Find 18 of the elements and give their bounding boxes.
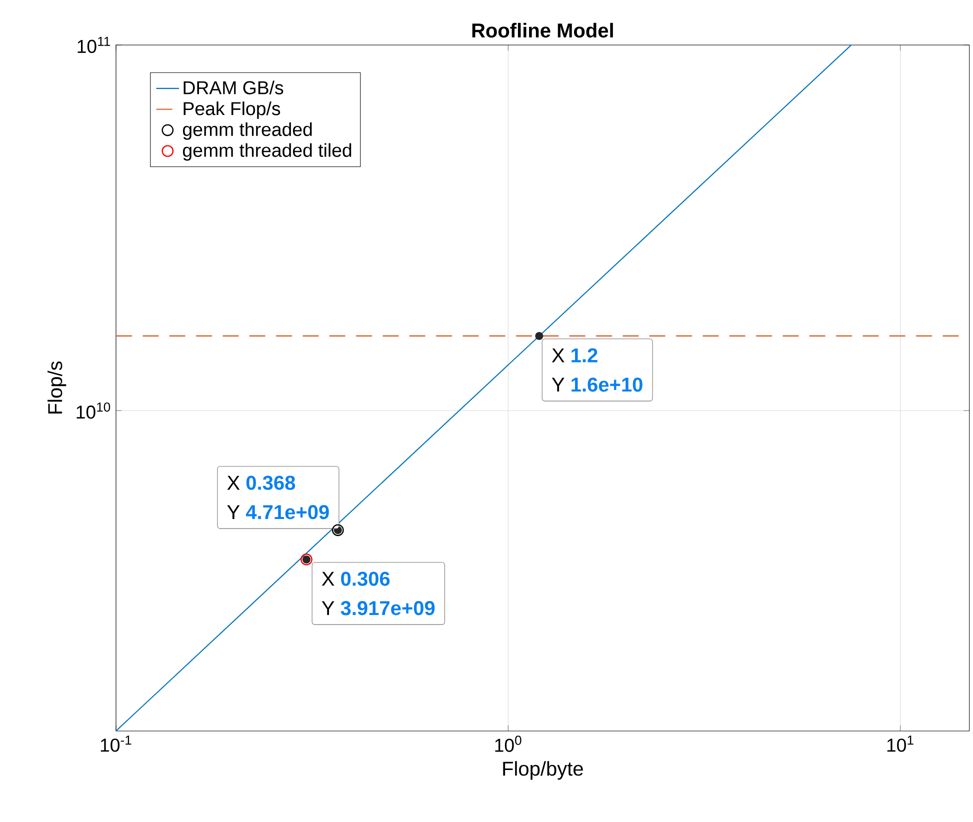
legend-label: DRAM GB/s bbox=[184, 80, 284, 94]
annotation: X 0.306 bbox=[322, 572, 390, 586]
chart-title: Roofline Model bbox=[472, 22, 613, 38]
y-tick-label: 10$^{11}$ bbox=[78, 36, 110, 54]
y-axis-title: Flop/s bbox=[48, 361, 66, 414]
legend-label: gemm threaded bbox=[182, 122, 312, 140]
legend-label: gemm threaded tiled bbox=[182, 143, 352, 161]
x-tick-label: 10$^{1}$ bbox=[887, 736, 914, 752]
annotation: Y 1.6e+10 bbox=[552, 378, 642, 392]
y-tick-label: 10$^{10}$ bbox=[76, 402, 110, 419]
x-tick-label: 10$^{-1}$ bbox=[100, 736, 132, 752]
annotation: X 1.2 bbox=[552, 348, 598, 362]
x-axis-title: Flop/byte bbox=[503, 761, 583, 780]
x-tick-label: 10$^{0}$ bbox=[495, 736, 522, 752]
annotation: X 0.368 bbox=[227, 476, 296, 490]
legend-label: Peak Flop/s bbox=[184, 102, 280, 119]
annotation: Y 3.917e+09 bbox=[322, 601, 435, 616]
annotation: Y 4.71e+09 bbox=[227, 505, 329, 520]
